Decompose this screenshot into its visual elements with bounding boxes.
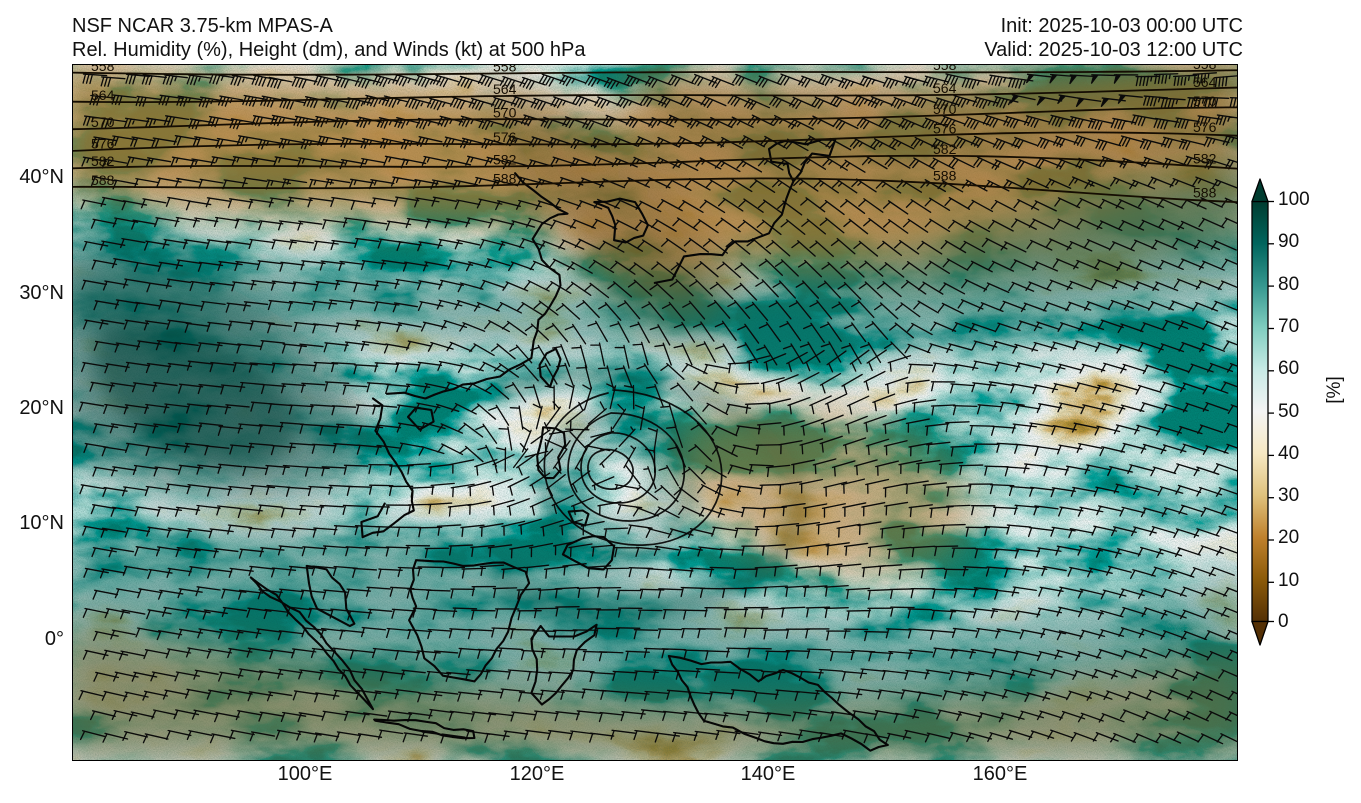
svg-text:564: 564 [91, 87, 115, 103]
svg-text:570: 570 [933, 101, 957, 117]
svg-text:582: 582 [933, 141, 957, 157]
svg-text:570: 570 [91, 114, 115, 130]
svg-text:582: 582 [493, 152, 517, 168]
svg-text:564: 564 [493, 81, 517, 97]
svg-text:582: 582 [91, 153, 115, 169]
svg-text:564: 564 [933, 80, 957, 96]
svg-text:588: 588 [493, 171, 517, 187]
svg-text:564: 564 [1193, 74, 1217, 90]
svg-text:588: 588 [933, 168, 957, 184]
svg-text:576: 576 [933, 120, 957, 136]
svg-text:558: 558 [933, 65, 957, 73]
svg-text:558: 558 [493, 65, 517, 75]
svg-text:588: 588 [1193, 185, 1217, 201]
svg-text:582: 582 [1193, 151, 1217, 167]
svg-text:558: 558 [1193, 65, 1217, 72]
svg-text:576: 576 [91, 136, 115, 152]
svg-text:588: 588 [91, 172, 115, 188]
svg-text:576: 576 [1193, 119, 1217, 135]
svg-text:558: 558 [91, 65, 115, 74]
svg-text:570: 570 [493, 104, 517, 120]
svg-text:[%]: [%] [1324, 376, 1345, 403]
svg-text:576: 576 [493, 129, 517, 145]
svg-text:570: 570 [1193, 93, 1217, 109]
